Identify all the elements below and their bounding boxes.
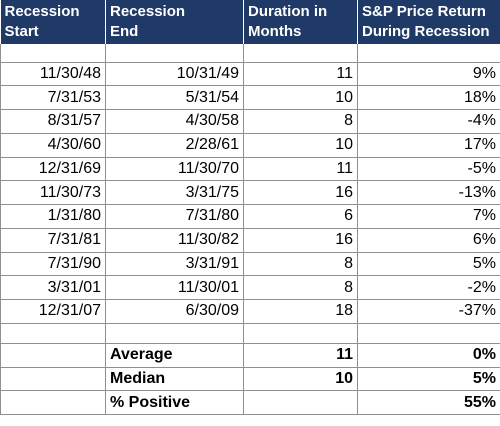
end-cell: 11/30/70 (105, 157, 244, 182)
start-cell: 3/31/01 (0, 275, 106, 300)
start-cell: 11/30/73 (0, 180, 106, 205)
table-row: 11/30/48 10/31/49 11 9% (0, 62, 500, 87)
end-cell: 2/28/61 (105, 133, 244, 158)
header-row: Recession Start Recession End Duration in M… (0, 0, 500, 44)
return-cell: -37% (357, 299, 500, 324)
summary-row-average: Average 11 0% (0, 343, 500, 368)
table-row: 7/31/53 5/31/54 10 18% (0, 85, 500, 110)
spacer-row (0, 44, 500, 63)
start-cell: 8/31/57 (0, 109, 106, 134)
table-row: 4/30/60 2/28/61 10 17% (0, 133, 500, 158)
summary-label: % Positive (105, 390, 244, 415)
return-cell: 6% (357, 228, 500, 253)
start-cell: 12/31/69 (0, 157, 106, 182)
end-cell: 11/30/01 (105, 275, 244, 300)
summary-row-median: Median 10 5% (0, 367, 500, 392)
end-cell: 6/30/09 (105, 299, 244, 324)
summary-return: 0% (357, 343, 500, 368)
end-cell: 3/31/75 (105, 180, 244, 205)
table-row: 11/30/73 3/31/75 16 -13% (0, 180, 500, 205)
start-cell: 12/31/07 (0, 299, 106, 324)
spacer-row (0, 323, 500, 344)
end-cell: 4/30/58 (105, 109, 244, 134)
return-cell: 18% (357, 85, 500, 110)
return-cell: 17% (357, 133, 500, 158)
summary-return: 55% (357, 390, 500, 415)
table-row: 12/31/07 6/30/09 18 -37% (0, 299, 500, 324)
summary-label: Average (105, 343, 244, 368)
table-row: 1/31/80 7/31/80 6 7% (0, 204, 500, 229)
header-recession-start: Recession Start (0, 0, 106, 44)
end-cell: 10/31/49 (105, 62, 244, 87)
end-cell: 5/31/54 (105, 85, 244, 110)
header-sp-return: S&P Price Return During Recession (357, 0, 500, 44)
summary-return: 5% (357, 367, 500, 392)
end-cell: 3/31/91 (105, 252, 244, 277)
table-row: 3/31/01 11/30/01 8 -2% (0, 275, 500, 300)
return-cell: 7% (357, 204, 500, 229)
duration-cell: 16 (243, 228, 358, 253)
duration-cell: 16 (243, 180, 358, 205)
duration-cell: 8 (243, 109, 358, 134)
duration-cell: 10 (243, 133, 358, 158)
summary-duration: 10 (243, 367, 358, 392)
duration-cell: 18 (243, 299, 358, 324)
return-cell: -5% (357, 157, 500, 182)
duration-cell: 11 (243, 157, 358, 182)
return-cell: -2% (357, 275, 500, 300)
table-row: 12/31/69 11/30/70 11 -5% (0, 157, 500, 182)
table-row: 7/31/81 11/30/82 16 6% (0, 228, 500, 253)
start-cell: 11/30/48 (0, 62, 106, 87)
header-recession-end: Recession End (105, 0, 244, 44)
summary-duration: 11 (243, 343, 358, 368)
end-cell: 11/30/82 (105, 228, 244, 253)
recession-table: Recession Start Recession End Duration in M… (0, 0, 500, 415)
header-duration: Duration in Months (243, 0, 358, 44)
duration-cell: 6 (243, 204, 358, 229)
return-cell: -13% (357, 180, 500, 205)
duration-cell: 11 (243, 62, 358, 87)
return-cell: 5% (357, 252, 500, 277)
start-cell: 4/30/60 (0, 133, 106, 158)
start-cell: 1/31/80 (0, 204, 106, 229)
table-row: 7/31/90 3/31/91 8 5% (0, 252, 500, 277)
start-cell: 7/31/90 (0, 252, 106, 277)
summary-row-positive: % Positive 55% (0, 390, 500, 415)
start-cell: 7/31/81 (0, 228, 106, 253)
end-cell: 7/31/80 (105, 204, 244, 229)
table-row: 8/31/57 4/30/58 8 -4% (0, 109, 500, 134)
duration-cell: 8 (243, 275, 358, 300)
start-cell: 7/31/53 (0, 85, 106, 110)
duration-cell: 10 (243, 85, 358, 110)
summary-label: Median (105, 367, 244, 392)
return-cell: 9% (357, 62, 500, 87)
duration-cell: 8 (243, 252, 358, 277)
return-cell: -4% (357, 109, 500, 134)
